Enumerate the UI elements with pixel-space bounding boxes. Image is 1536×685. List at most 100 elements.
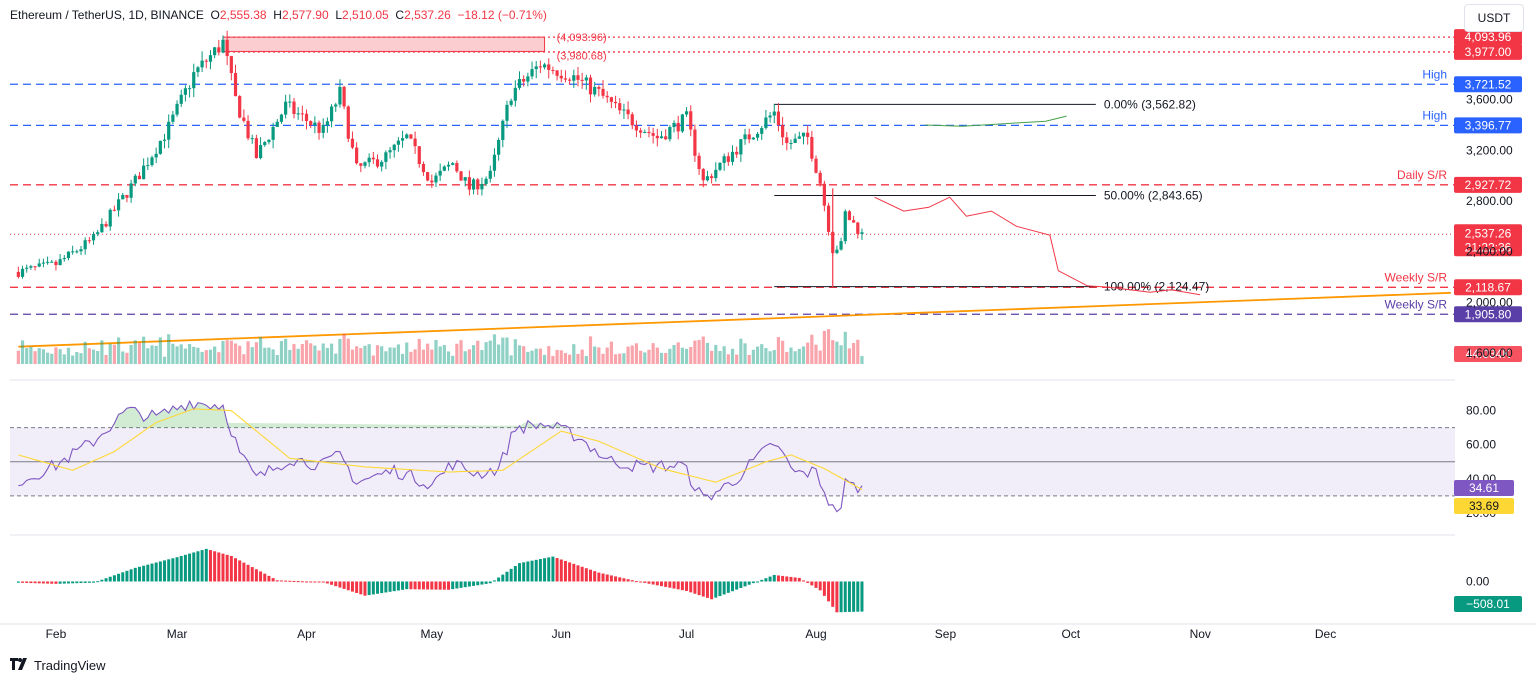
candle-body bbox=[856, 222, 860, 234]
volume-bar bbox=[271, 349, 275, 364]
candle-body bbox=[171, 114, 175, 122]
candle-body bbox=[572, 75, 576, 81]
ao-bar bbox=[743, 581, 747, 587]
currency-button[interactable]: USDT bbox=[1464, 4, 1524, 32]
candle-body bbox=[192, 72, 196, 89]
level-label: High bbox=[1422, 67, 1447, 81]
volume-bar bbox=[522, 346, 526, 364]
candle-body bbox=[689, 111, 693, 130]
candle-body bbox=[672, 122, 676, 128]
ao-bar bbox=[789, 576, 793, 582]
candle-body bbox=[367, 157, 371, 163]
volume-bar bbox=[363, 345, 367, 364]
ao-bar bbox=[346, 581, 350, 591]
candle-body bbox=[455, 163, 459, 172]
volume-bar bbox=[680, 347, 684, 364]
volume-bar bbox=[580, 349, 584, 364]
volume-bar bbox=[292, 344, 296, 364]
candle-body bbox=[300, 113, 304, 115]
candle-body bbox=[764, 117, 768, 129]
volume-bar bbox=[296, 348, 300, 364]
ao-bar bbox=[246, 564, 250, 582]
volume-bar bbox=[722, 346, 726, 364]
candle-body bbox=[739, 139, 743, 155]
tradingview-logo[interactable]: TradingView bbox=[10, 658, 106, 673]
ao-bar bbox=[338, 581, 342, 588]
ao-bar bbox=[781, 575, 785, 582]
volume-bar bbox=[313, 345, 317, 364]
volume-bar bbox=[730, 348, 735, 364]
candle-body bbox=[142, 165, 146, 180]
brand-name: TradingView bbox=[34, 658, 106, 673]
time-axis-label: Feb bbox=[46, 627, 67, 641]
candle-body bbox=[284, 101, 288, 115]
ao-bar bbox=[526, 561, 530, 582]
candle-body bbox=[375, 159, 380, 167]
rsi-value-box bbox=[1454, 480, 1514, 497]
ao-bar bbox=[284, 580, 288, 582]
candle-body bbox=[513, 87, 517, 101]
volume-bar bbox=[668, 348, 672, 364]
ao-bar bbox=[242, 562, 246, 582]
ao-bar bbox=[296, 581, 300, 583]
volume-bar bbox=[342, 334, 346, 364]
ao-bar bbox=[672, 581, 676, 589]
ao-bar bbox=[137, 566, 141, 582]
candle-body bbox=[200, 60, 204, 68]
volume-bar bbox=[626, 346, 630, 364]
volume-bar bbox=[96, 351, 100, 364]
candle-body bbox=[388, 150, 392, 153]
candle-body bbox=[58, 259, 62, 266]
ao-bar bbox=[827, 581, 831, 602]
volume-bar bbox=[689, 347, 693, 364]
ao-bar bbox=[801, 580, 805, 582]
ao-bar bbox=[551, 556, 555, 582]
ao-bar bbox=[513, 565, 517, 582]
candle-body bbox=[146, 165, 150, 167]
ao-bar bbox=[447, 581, 451, 590]
ao-bar bbox=[572, 563, 576, 582]
volume-bar bbox=[831, 340, 835, 364]
candle-body bbox=[33, 266, 37, 268]
volume-bar bbox=[338, 338, 342, 364]
volume-bar bbox=[400, 353, 405, 364]
ao-bar bbox=[772, 574, 776, 582]
candle-body bbox=[413, 138, 417, 147]
time-axis-label: Sep bbox=[935, 627, 957, 641]
ao-bar bbox=[563, 560, 567, 582]
volume-bar bbox=[75, 352, 79, 364]
volume-bar bbox=[676, 342, 680, 364]
candle-body bbox=[29, 266, 33, 268]
candle-body bbox=[651, 133, 655, 136]
level-label: Weekly S/R bbox=[1385, 297, 1448, 311]
volume-bar bbox=[325, 347, 329, 364]
candle-body bbox=[822, 183, 826, 206]
volume-bar bbox=[208, 349, 213, 364]
price-axis-level-value: 3,977.00 bbox=[1465, 45, 1512, 59]
candle-body bbox=[588, 77, 593, 95]
ao-bar bbox=[651, 581, 655, 585]
volume-bar bbox=[705, 342, 710, 364]
volume-bar bbox=[116, 337, 121, 364]
ao-bar bbox=[630, 580, 634, 582]
volume-bar bbox=[392, 347, 396, 364]
volume-bar bbox=[288, 349, 292, 364]
price-axis-level-box bbox=[1454, 43, 1522, 60]
ao-bar bbox=[66, 581, 70, 584]
ao-bar bbox=[426, 581, 430, 590]
ao-bar bbox=[451, 581, 455, 590]
candle-body bbox=[96, 232, 100, 235]
candle-body bbox=[806, 132, 810, 137]
ao-bar bbox=[229, 556, 233, 582]
candle-body bbox=[196, 67, 200, 73]
ao-bar bbox=[154, 562, 158, 582]
candle-body bbox=[526, 76, 530, 82]
candle-body bbox=[789, 143, 793, 145]
ao-bar bbox=[843, 581, 847, 613]
candle-body bbox=[826, 205, 831, 232]
supply-zone bbox=[222, 36, 546, 52]
candle-body bbox=[271, 126, 275, 140]
volume-bar bbox=[789, 347, 793, 364]
time-axis-label: Nov bbox=[1190, 627, 1211, 641]
